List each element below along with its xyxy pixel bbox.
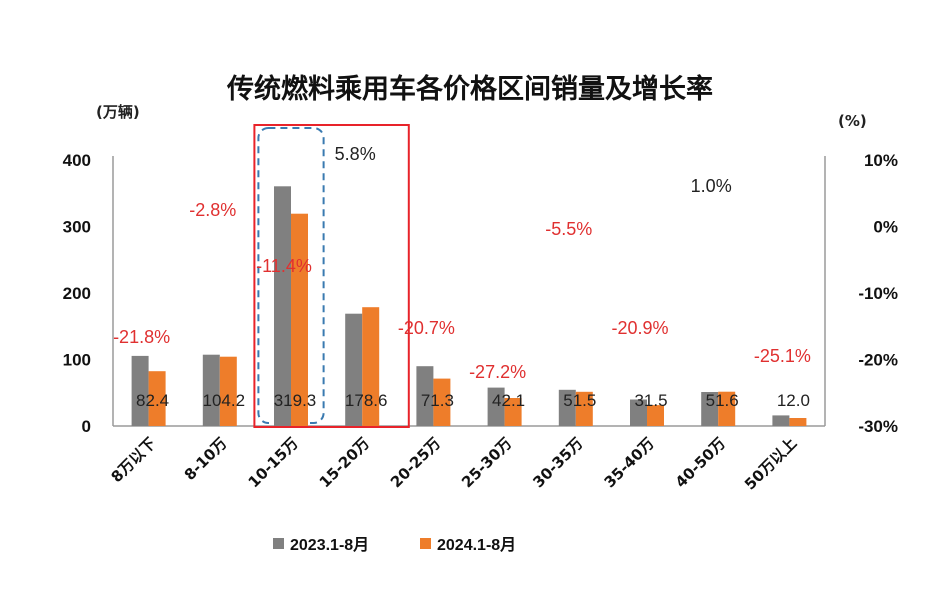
value-label: 178.6 — [345, 391, 388, 410]
y-left-tick-label: 300 — [63, 218, 91, 237]
value-label: 104.2 — [203, 391, 246, 410]
value-label: 42.1 — [492, 391, 525, 410]
bar-2023 — [630, 399, 647, 426]
category-label: 8万以下 — [108, 434, 160, 486]
legend: 2023.1-8月 2024.1-8月 — [273, 536, 516, 554]
bar-2024 — [504, 398, 522, 426]
bar-2023 — [487, 387, 505, 426]
category-label: 15-20万 — [316, 434, 373, 491]
category-label: 8-10万 — [181, 434, 231, 484]
category-label: 35-40万 — [601, 434, 658, 491]
bar-2023 — [202, 354, 220, 426]
bars — [131, 186, 807, 426]
bar-2024 — [789, 418, 807, 426]
y-left-unit: (万辆) — [96, 103, 140, 121]
bar-2023 — [558, 389, 576, 426]
bar-2023 — [416, 366, 434, 426]
value-label: 12.0 — [777, 391, 810, 410]
y-right-tick-label: 0% — [873, 218, 898, 237]
bar-2023 — [274, 186, 291, 426]
bar-2023 — [772, 415, 790, 426]
bar-2024 — [433, 378, 451, 426]
bar-2024 — [291, 213, 308, 426]
axes: 0 100 200 300 400 -30% -20% -10% 0% 10% — [63, 151, 898, 436]
value-label: 71.3 — [421, 391, 454, 410]
bar-2024 — [362, 307, 380, 426]
bar-2023 — [345, 313, 363, 426]
y-left-tick-label: 0 — [82, 417, 91, 436]
value-label: 31.5 — [634, 391, 667, 410]
value-label: 51.5 — [563, 391, 596, 410]
category-label: 25-30万 — [458, 434, 515, 491]
highlight-box-red — [253, 124, 410, 428]
bar-2024 — [575, 391, 593, 426]
value-label: 82.4 — [136, 391, 169, 410]
y-right-tick-label: -20% — [858, 351, 898, 370]
growth-label: -25.1% — [754, 346, 811, 366]
legend-swatch — [273, 538, 284, 549]
growth-label: 1.0% — [691, 176, 732, 196]
growth-label: -11.4% — [256, 256, 312, 276]
data-labels: 82.4 -21.8% 104.2 -2.8% 319.3 -11.4% 178.6 5.8%… — [113, 144, 811, 410]
legend-label: 2023.1-8月 — [290, 536, 369, 554]
growth-label: -20.9% — [611, 318, 668, 338]
y-right-unit: (%) — [838, 112, 867, 130]
category-label: 50万以上 — [741, 434, 800, 493]
category-label: 30-35万 — [529, 434, 586, 491]
bar-2023 — [131, 355, 149, 426]
bar-2024 — [718, 391, 736, 426]
legend-label: 2024.1-8月 — [437, 536, 516, 554]
y-right-tick-label: -10% — [858, 284, 898, 303]
growth-label: -5.5% — [545, 219, 592, 239]
category-labels: 8万以下 8-10万 10-15万 15-20万 20-25万 25-30万 30-35万 3… — [108, 434, 801, 493]
growth-label: -27.2% — [469, 362, 526, 382]
bar-2024 — [148, 371, 166, 426]
growth-label: -20.7% — [398, 318, 455, 338]
category-label: 40-50万 — [672, 434, 729, 491]
y-left-tick-label: 100 — [63, 351, 91, 370]
growth-label: 5.8% — [335, 144, 376, 164]
bar-2023 — [701, 392, 719, 426]
y-right-tick-label: -30% — [858, 417, 898, 436]
value-label: 51.6 — [706, 391, 739, 410]
category-label: 20-25万 — [387, 434, 444, 491]
chart-title: 传统燃料乘用车各价格区间销量及增长率 — [226, 73, 713, 105]
growth-label: -2.8% — [189, 200, 236, 220]
bar-2024 — [219, 356, 237, 426]
category-label: 10-15万 — [245, 434, 302, 491]
growth-label: -21.8% — [113, 327, 170, 347]
bar-2024 — [647, 405, 664, 426]
y-left-tick-label: 400 — [63, 151, 91, 170]
legend-swatch — [420, 538, 431, 549]
y-left-tick-label: 200 — [63, 284, 91, 303]
value-label: 319.3 — [274, 391, 317, 410]
y-right-tick-label: 10% — [864, 151, 898, 170]
